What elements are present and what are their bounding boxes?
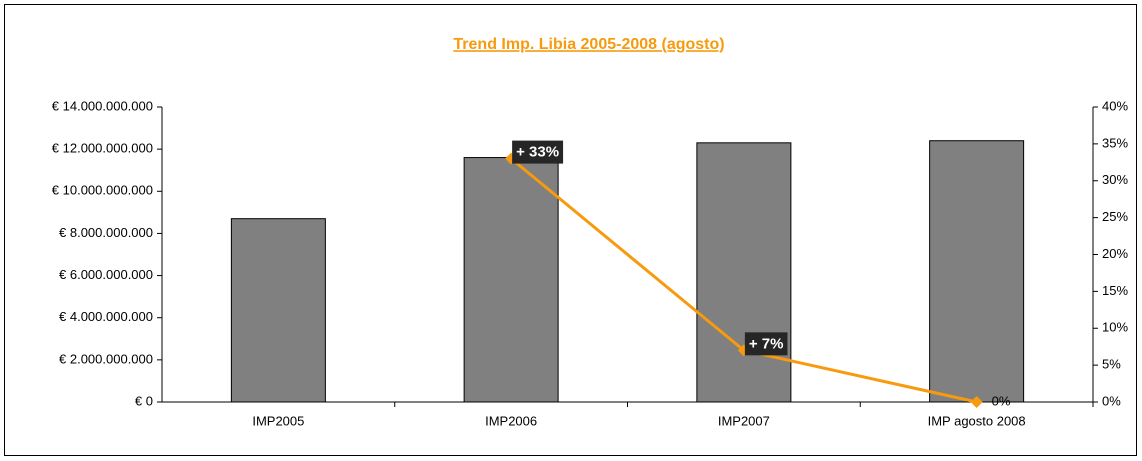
y-tick-label: € 6.000.000.000 [59,267,153,282]
y2-tick-label: 30% [1102,172,1128,187]
x-tick-label: IMP agosto 2008 [928,413,1026,428]
y-tick-label: € 4.000.000.000 [59,309,153,324]
y2-tick-label: 10% [1102,320,1128,335]
bar [230,218,326,403]
bar [696,142,792,403]
y-tick-label: € 0 [135,393,153,408]
y-tick-label: € 10.000.000.000 [52,183,153,198]
data-label: 0% [992,393,1011,408]
x-tick-label: IMP2007 [718,413,770,428]
data-label-group: + 33% [512,140,564,164]
y2-tick-label: 20% [1102,246,1128,261]
y2-tick-label: 0% [1102,393,1121,408]
data-label-group: 0% [992,393,1011,408]
y2-tick-label: 40% [1102,98,1128,113]
data-label: + 33% [516,144,559,161]
line-marker [970,396,983,408]
data-label: + 7% [749,335,784,352]
y2-tick-label: 5% [1102,357,1121,372]
bar [463,157,559,403]
x-tick-label: IMP2006 [485,413,537,428]
y-tick-label: € 8.000.000.000 [59,225,153,240]
y2-tick-label: 25% [1102,209,1128,224]
chart-title: Trend Imp. Libia 2005-2008 (agosto) [453,36,724,53]
data-label-box [512,140,564,164]
y2-tick-label: 35% [1102,135,1128,150]
y2-tick-label: 15% [1102,283,1128,298]
data-label-box [744,332,788,356]
y-tick-label: € 14.000.000.000 [52,98,153,113]
y-tick-label: € 2.000.000.000 [59,351,153,366]
bar [929,140,1025,403]
data-label-group: + 7% [744,332,788,356]
y-tick-label: € 12.000.000.000 [52,141,153,156]
x-tick-label: IMP2005 [252,413,304,428]
